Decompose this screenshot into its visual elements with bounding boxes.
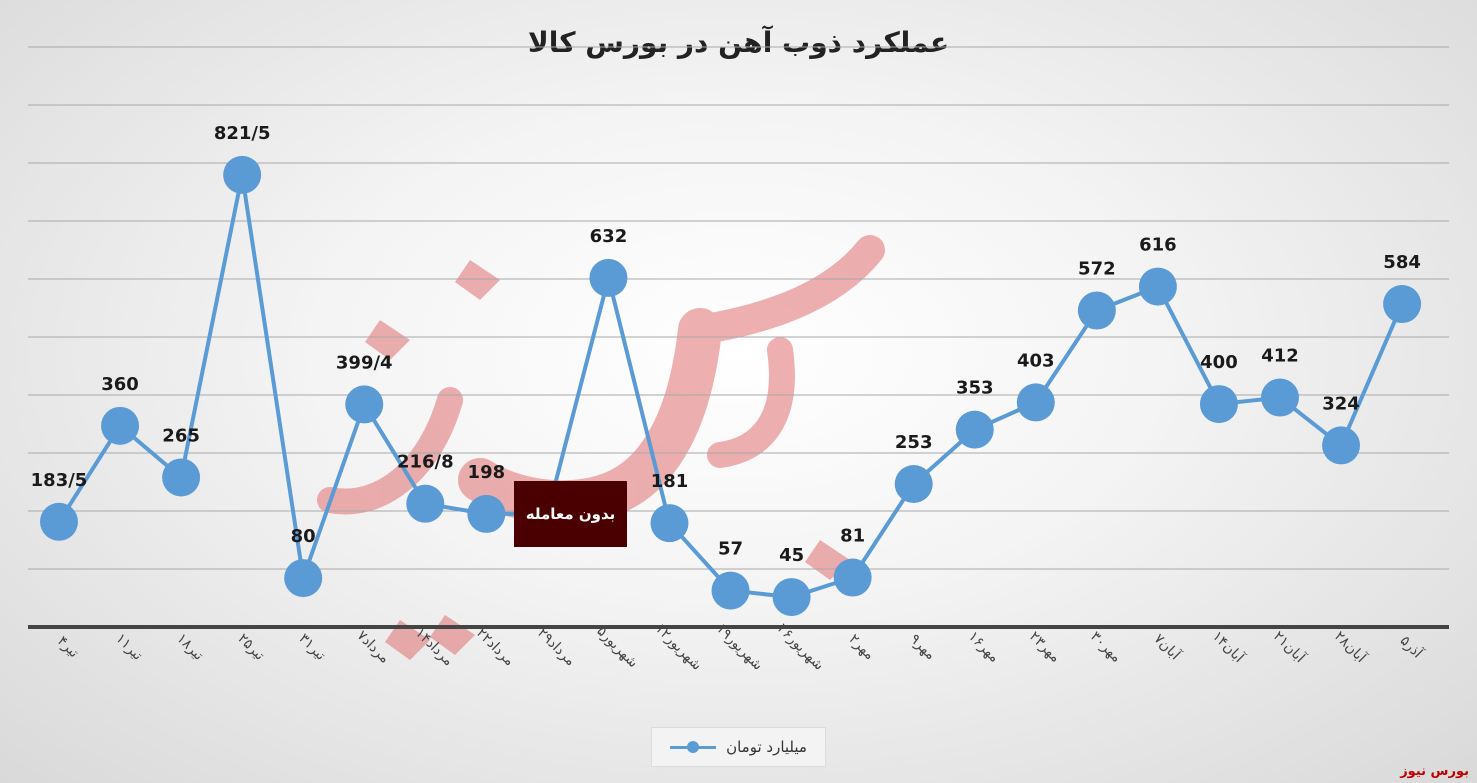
x-tick-label: ۲۲مرداد: [473, 625, 517, 669]
data-point: [1261, 378, 1299, 417]
x-tick-label: ۵شهریور: [593, 623, 641, 671]
data-point: [1138, 267, 1177, 306]
data-point: [1077, 291, 1116, 330]
data-point: [1199, 385, 1238, 424]
data-label: 584: [1383, 252, 1421, 273]
legend: میلیارد تومان: [651, 727, 826, 767]
data-point: [650, 504, 689, 543]
x-tick-label: ۲۵تیر: [234, 631, 267, 664]
data-point: [1016, 383, 1055, 422]
data-point: [284, 559, 323, 598]
data-label: 80: [291, 526, 316, 547]
data-label: 81: [840, 526, 865, 547]
x-tick-label: ۱۱تیر: [112, 631, 145, 664]
x-tick-label: ۷آبان: [1151, 630, 1185, 664]
x-tick-label: ۲۹مرداد: [534, 625, 578, 669]
data-label: 572: [1078, 259, 1116, 280]
data-point: [1383, 285, 1422, 324]
data-label: 216/8: [397, 452, 454, 473]
data-label: 57: [718, 539, 743, 560]
data-label: 198: [468, 462, 506, 483]
x-tick-label: ۴تیر: [54, 633, 82, 661]
data-point: [894, 464, 933, 503]
data-label: 353: [956, 378, 994, 399]
x-tick-label: ۱۶مهر: [965, 629, 1002, 666]
x-tick-label: ۱۸تیر: [173, 631, 206, 664]
source-label: بورس نیوز: [1400, 764, 1469, 779]
data-point: [589, 258, 628, 297]
data-point: [101, 406, 140, 445]
data-label: 412: [1261, 346, 1299, 367]
data-label: 265: [162, 425, 200, 446]
x-tick-label: ۲۳مهر: [1026, 629, 1063, 666]
series-line: [40, 155, 1422, 617]
x-tick-label: ۵آذر: [1397, 632, 1427, 662]
data-label: 399/4: [336, 352, 393, 373]
data-label: 400: [1200, 352, 1238, 373]
data-point: [711, 571, 750, 610]
chart-title: عملکرد ذوب آهن در بورس کالا: [527, 26, 950, 59]
data-point: [162, 458, 201, 497]
data-label: 181: [651, 471, 689, 492]
data-label: 45: [779, 545, 804, 566]
data-point: [406, 484, 445, 523]
data-point: [1322, 426, 1361, 465]
data-point: [223, 155, 262, 194]
data-point: [772, 578, 811, 617]
data-point: [345, 385, 384, 424]
data-label: 632: [590, 226, 628, 247]
legend-line-marker-icon: [670, 740, 717, 754]
data-labels: 183/5 360 265 821/5 80 399/4 216/8 198 632 181 57 4…: [31, 123, 1421, 566]
x-tick-label: ۲۸آبان: [1331, 628, 1370, 667]
data-label: 616: [1139, 235, 1177, 256]
x-tick-label: ۷مرداد: [354, 628, 393, 667]
x-tick-label: ۹مهر: [907, 631, 939, 663]
x-tick-label: ۳۱تیر: [295, 631, 328, 664]
x-tick-label: ۲۱آبان: [1270, 628, 1309, 667]
data-label: 403: [1017, 350, 1055, 371]
data-label: 821/5: [214, 123, 271, 144]
x-tick-label: ۱۴آبان: [1209, 628, 1248, 667]
data-label: 183/5: [31, 470, 88, 491]
legend-label: میلیارد تومان: [726, 738, 807, 756]
data-point: [833, 558, 872, 597]
data-label: 324: [1322, 393, 1360, 414]
x-tick-label: ۲مهر: [845, 631, 877, 663]
data-point: [955, 410, 994, 449]
data-point: [40, 502, 78, 541]
data-label: 360: [101, 374, 139, 395]
data-label: 253: [895, 432, 933, 453]
x-tick-label: ۳۰مهر: [1087, 629, 1124, 666]
no-trade-annotation: بدون معامله: [514, 481, 627, 547]
series-polyline: [57, 172, 1404, 600]
data-point: [467, 494, 506, 533]
